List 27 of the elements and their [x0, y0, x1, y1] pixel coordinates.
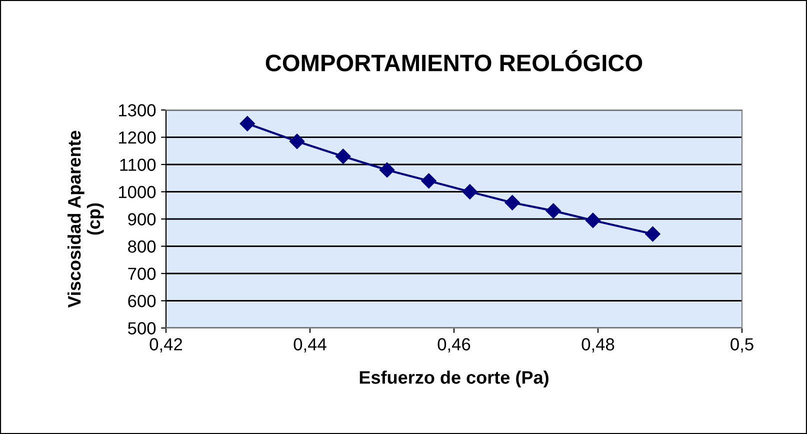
y-tick-label: 500 — [128, 322, 156, 334]
point — [585, 212, 601, 228]
x-tick-label: 0,48 — [582, 338, 614, 353]
point — [240, 116, 255, 132]
point — [421, 173, 436, 188]
point — [546, 203, 561, 218]
point — [645, 226, 660, 242]
point — [462, 184, 478, 200]
y-tick-label: 700 — [128, 268, 156, 280]
y-tick-label: 1000 — [118, 186, 156, 198]
x-tick-label: 0,42 — [150, 338, 182, 353]
point — [379, 162, 395, 178]
y-axis-title: Viscosidad Aparente (cp) — [67, 130, 104, 308]
point — [289, 134, 305, 149]
point — [336, 148, 351, 164]
x-tick-label: 0,44 — [294, 338, 326, 353]
x-tick-label: 0,46 — [438, 338, 470, 353]
y-tick-label: 900 — [128, 213, 156, 226]
y-tick-label: 1100 — [120, 158, 156, 171]
y-tick-label: 1200 — [118, 131, 156, 144]
y-tick-label: 800 — [128, 240, 156, 253]
point — [504, 195, 520, 210]
x-axis-title: Esfuerzo de corte (Pa) — [360, 370, 548, 388]
x-tick-label: 0,5 — [730, 338, 754, 353]
y-tick-label: 600 — [128, 294, 156, 308]
chart-title: COMPORTAMIENTO REOLÓGICO — [266, 50, 642, 72]
y-tick-label: 1300 — [118, 104, 156, 116]
